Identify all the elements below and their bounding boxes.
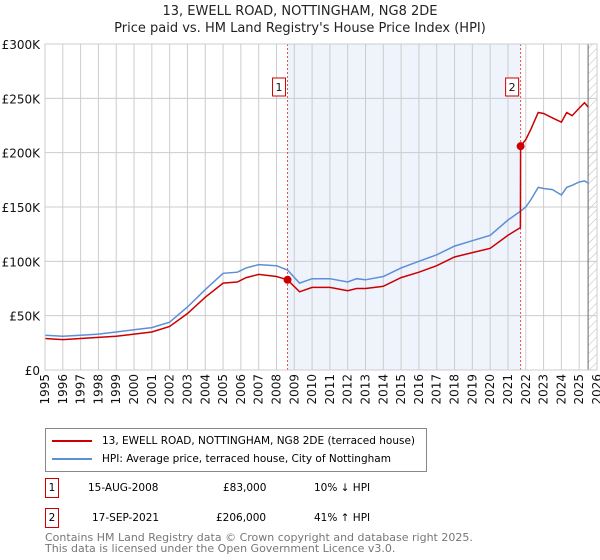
x-tick-label: 2004 (198, 374, 212, 405)
sale-label-box (505, 77, 520, 97)
sale-hpi-diff: 10% ↓ HPI (314, 482, 371, 494)
sale-point (516, 142, 525, 151)
x-tick-label: 2024 (554, 374, 568, 405)
x-tick-label: 1999 (109, 374, 123, 405)
x-tick-label: 2009 (287, 374, 301, 405)
legend: 13, EWELL ROAD, NOTTINGHAM, NG8 2DE (ter… (45, 428, 427, 472)
x-tick-label: 2023 (537, 374, 551, 405)
x-tick-label: 2018 (448, 374, 462, 405)
x-tick-label: 2011 (323, 374, 337, 405)
x-tick-label: 2000 (127, 374, 141, 405)
legend-item-property: 13, EWELL ROAD, NOTTINGHAM, NG8 2DE (ter… (52, 435, 415, 447)
x-tick-label: 1997 (74, 374, 88, 405)
x-tick-label: 2012 (341, 374, 355, 405)
x-tick-label: 2025 (572, 374, 586, 405)
x-tick-label: 2019 (465, 374, 479, 405)
x-tick-label: 1996 (56, 374, 70, 405)
y-tick-label: £300K (2, 38, 42, 52)
sale-badge: 1 (45, 478, 59, 498)
sale-date: 17-SEP-2021 (92, 512, 160, 524)
sale-point (283, 275, 292, 284)
sale-label: 2 (509, 81, 516, 94)
chart-subtitle: Price paid vs. HM Land Registry's House … (114, 21, 486, 36)
y-tick-label: £0 (25, 364, 40, 378)
footer: Contains HM Land Registry data © Crown c… (45, 532, 473, 554)
x-tick-label: 2003 (180, 374, 194, 405)
x-tick-label: 2008 (269, 374, 283, 405)
sale-hpi-diff: 41% ↑ HPI (314, 512, 371, 524)
series-line-property (44, 101, 589, 341)
y-tick-label: £200K (2, 147, 42, 161)
legend-label: HPI: Average price, terraced house, City… (102, 453, 391, 465)
x-tick-label: 2022 (519, 374, 533, 405)
footer-line-2: This data is licensed under the Open Gov… (45, 542, 396, 555)
y-tick-label: £250K (2, 92, 42, 106)
sale-label: 1 (276, 81, 283, 94)
sale-price: £83,000 (223, 482, 267, 494)
legend-swatch-red (52, 440, 92, 442)
chart-title: 13, EWELL ROAD, NOTTINGHAM, NG8 2DE (162, 4, 438, 19)
x-tick-label: 1995 (38, 374, 52, 405)
x-tick-label: 2016 (412, 374, 426, 405)
sale-price: £206,000 (216, 512, 267, 524)
y-tick-label: £100K (2, 255, 42, 269)
x-tick-label: 2007 (252, 374, 266, 405)
sale-badge: 2 (45, 508, 59, 528)
y-tick-label: £150K (2, 201, 42, 215)
legend-swatch-blue (52, 458, 92, 460)
legend-label: 13, EWELL ROAD, NOTTINGHAM, NG8 2DE (ter… (102, 435, 416, 447)
x-tick-label: 2005 (216, 374, 230, 405)
sale-label-box (272, 77, 287, 97)
x-tick-label: 2026 (590, 374, 600, 405)
x-tick-label: 2021 (501, 374, 515, 405)
x-tick-label: 2010 (305, 374, 319, 405)
legend-item-hpi: HPI: Average price, terraced house, City… (52, 453, 391, 465)
footer-line-1: Contains HM Land Registry data © Crown c… (45, 531, 473, 544)
x-tick-label: 2014 (376, 374, 390, 405)
x-tick-label: 2002 (163, 374, 177, 405)
x-tick-label: 2020 (483, 374, 497, 405)
x-tick-label: 1998 (91, 374, 105, 405)
series-line-hpi (44, 180, 589, 338)
sale-date: 15-AUG-2008 (88, 482, 159, 494)
x-tick-label: 2015 (394, 374, 408, 405)
x-tick-label: 2001 (145, 374, 159, 405)
plot-border (44, 43, 598, 371)
x-tick-label: 2013 (359, 374, 373, 405)
x-tick-label: 2017 (430, 374, 444, 405)
x-tick-label: 2006 (234, 374, 248, 405)
y-tick-label: £50K (9, 310, 41, 324)
plot-area: 1995 1996 1997 1998 1999 2000 2001 2002 2003 2004… (2, 38, 600, 405)
